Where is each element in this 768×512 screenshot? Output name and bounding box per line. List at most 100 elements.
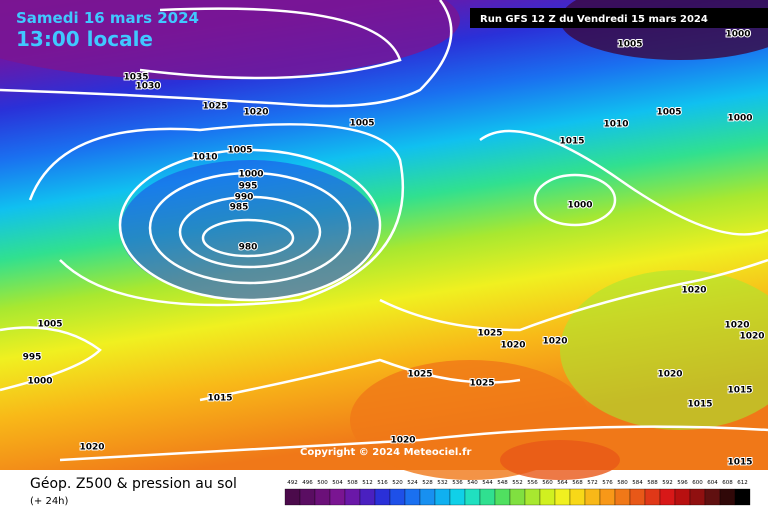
isobar-labels: 1035103010251020100510101005100099599098… bbox=[22, 29, 766, 469]
scale-label: 588 bbox=[647, 480, 658, 486]
scale-label: 572 bbox=[587, 480, 598, 486]
scale-label: 540 bbox=[467, 480, 478, 486]
scale-swatch bbox=[629, 488, 646, 506]
scale-swatch bbox=[284, 488, 301, 506]
scale-swatch bbox=[659, 488, 676, 506]
isobar-label: 985 bbox=[230, 203, 249, 213]
isobar-label: 1005 bbox=[37, 320, 62, 330]
scale-label: 564 bbox=[557, 480, 568, 486]
scale-label: 604 bbox=[707, 480, 718, 486]
scale-label: 504 bbox=[332, 480, 343, 486]
isobar-label: 1015 bbox=[727, 386, 752, 396]
isobar-label: 1000 bbox=[725, 30, 750, 40]
isobar-label: 995 bbox=[239, 182, 258, 192]
scale-swatch bbox=[584, 488, 601, 506]
isobar-label: 1020 bbox=[79, 443, 104, 453]
scale-label: 568 bbox=[572, 480, 583, 486]
map: 1035103010251020100510101005100099599098… bbox=[0, 0, 768, 480]
isobar-label: 1020 bbox=[724, 321, 749, 331]
scale-swatch bbox=[719, 488, 736, 506]
isobar-label: 1025 bbox=[469, 379, 494, 389]
scale-label: 580 bbox=[617, 480, 628, 486]
isobar-label: 1020 bbox=[243, 108, 268, 118]
scale-swatch bbox=[329, 488, 346, 506]
scale-swatch bbox=[704, 488, 721, 506]
forecast-time: 13:00 locale bbox=[16, 27, 153, 51]
isobar-label: 1035 bbox=[123, 73, 148, 83]
scale-swatch bbox=[299, 488, 316, 506]
scale-swatch bbox=[674, 488, 691, 506]
isobar-label: 980 bbox=[239, 243, 258, 253]
scale-swatch bbox=[569, 488, 586, 506]
scale-swatch bbox=[539, 488, 556, 506]
scale-label: 584 bbox=[632, 480, 643, 486]
isobar-label: 1000 bbox=[27, 377, 52, 387]
isobar-label: 1015 bbox=[207, 394, 232, 404]
copyright: Copyright © 2024 Meteociel.fr bbox=[300, 447, 471, 458]
run-info: Run GFS 12 Z du Vendredi 15 mars 2024 bbox=[480, 14, 708, 25]
scale-label: 496 bbox=[302, 480, 313, 486]
isobar-label: 1025 bbox=[202, 102, 227, 112]
scale-label: 600 bbox=[692, 480, 703, 486]
isobar-label: 1005 bbox=[349, 119, 374, 129]
scale-label: 528 bbox=[422, 480, 433, 486]
scale-swatch bbox=[689, 488, 706, 506]
scale-swatch bbox=[359, 488, 376, 506]
scale-label: 512 bbox=[362, 480, 373, 486]
scale-label: 612 bbox=[737, 480, 748, 486]
scale-swatch bbox=[419, 488, 436, 506]
isobar-label: 1020 bbox=[739, 332, 764, 342]
isobars bbox=[0, 0, 768, 460]
footer-lead: (+ 24h) bbox=[30, 496, 69, 507]
isobar-label: 1025 bbox=[407, 370, 432, 380]
scale-label: 552 bbox=[512, 480, 523, 486]
scale-label: 608 bbox=[722, 480, 733, 486]
isobar-label: 995 bbox=[23, 353, 42, 363]
isobar-label: 1020 bbox=[542, 337, 567, 347]
scale-label: 544 bbox=[482, 480, 493, 486]
scale-swatch bbox=[314, 488, 331, 506]
scale-swatch bbox=[479, 488, 496, 506]
scale-label: 536 bbox=[452, 480, 463, 486]
scale-swatch bbox=[614, 488, 631, 506]
scale-label: 548 bbox=[497, 480, 508, 486]
scale-swatch bbox=[644, 488, 661, 506]
isobar-label: 1005 bbox=[656, 108, 681, 118]
isobar-label: 1020 bbox=[390, 436, 415, 446]
scale-label: 556 bbox=[527, 480, 538, 486]
isobar-label: 1000 bbox=[238, 170, 263, 180]
isobar-label: 1025 bbox=[477, 329, 502, 339]
scale-label: 592 bbox=[662, 480, 673, 486]
isobar-label: 990 bbox=[235, 193, 254, 203]
scale-swatch bbox=[434, 488, 451, 506]
isobar-label: 1020 bbox=[657, 370, 682, 380]
scale-label: 596 bbox=[677, 480, 688, 486]
scale-swatch bbox=[554, 488, 571, 506]
scale-swatch bbox=[494, 488, 511, 506]
scale-label: 560 bbox=[542, 480, 553, 486]
scale-label: 492 bbox=[287, 480, 298, 486]
scale-swatch bbox=[734, 488, 751, 506]
scale-swatch bbox=[449, 488, 466, 506]
isobar-label: 1010 bbox=[192, 153, 217, 163]
isobar-label: 1005 bbox=[617, 40, 642, 50]
color-scale: 492 496 500 504 508 512 516 520 524 528 532 536 540 5… bbox=[284, 480, 751, 506]
scale-label: 576 bbox=[602, 480, 613, 486]
isobar-label: 1015 bbox=[687, 400, 712, 410]
isobar-label: 1015 bbox=[727, 458, 752, 468]
scale-swatch bbox=[599, 488, 616, 506]
scale-swatch bbox=[374, 488, 391, 506]
scale-label: 500 bbox=[317, 480, 328, 486]
isobar-label: 1015 bbox=[559, 137, 584, 147]
scale-label: 508 bbox=[347, 480, 358, 486]
scale-swatch bbox=[464, 488, 481, 506]
scale-swatch bbox=[389, 488, 406, 506]
scale-swatch bbox=[524, 488, 541, 506]
isobar-label: 1030 bbox=[135, 82, 160, 92]
scale-swatch bbox=[404, 488, 421, 506]
isobar-label: 1005 bbox=[227, 146, 252, 156]
isobar-label: 1020 bbox=[681, 286, 706, 296]
scale-label: 520 bbox=[392, 480, 403, 486]
scale-swatch bbox=[509, 488, 526, 506]
